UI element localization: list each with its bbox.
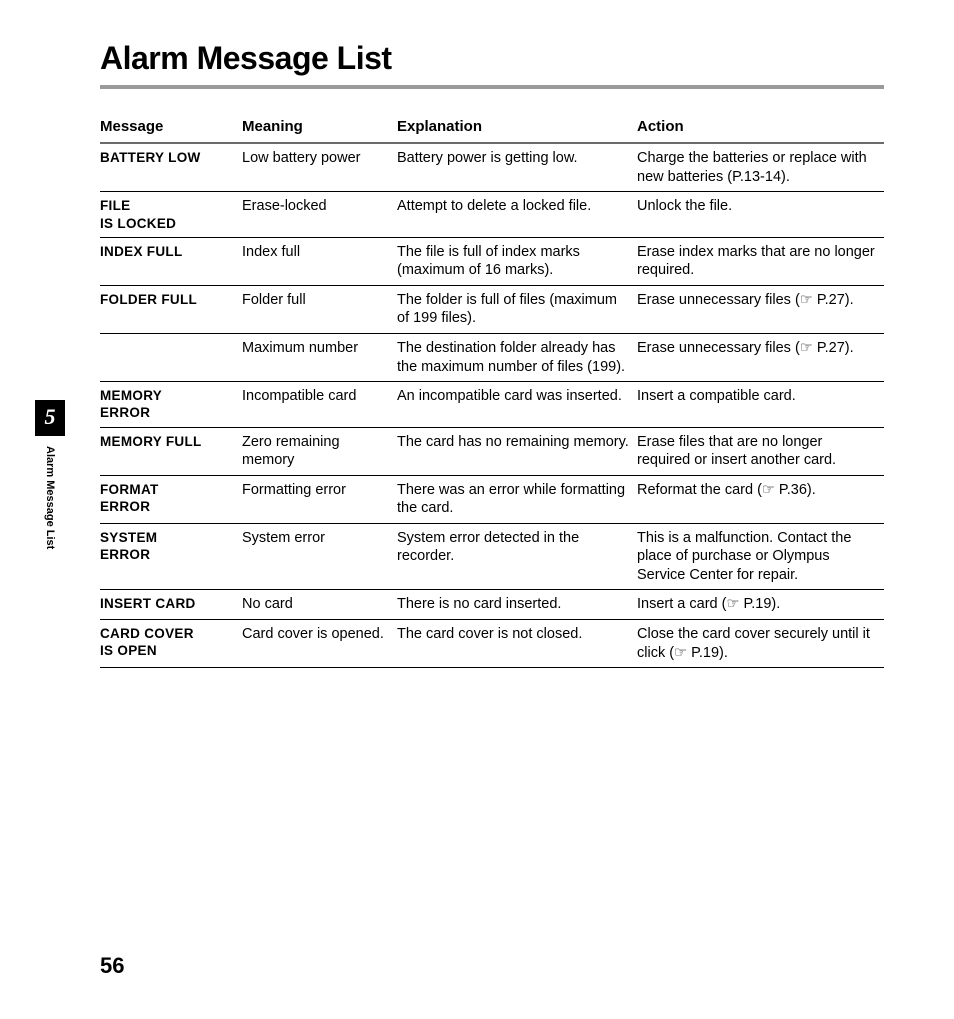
table-row: FILE IS LOCKEDErase-lockedAttempt to del… [100, 192, 884, 238]
alarm-table: Message Meaning Explanation Action BATTE… [100, 117, 884, 668]
table-row: BATTERY LOWLow battery powerBattery powe… [100, 143, 884, 192]
cell-meaning: Maximum number [242, 334, 397, 382]
cell-action: This is a malfunction. Contact the place… [637, 523, 884, 590]
table-header-row: Message Meaning Explanation Action [100, 117, 884, 143]
page-number: 56 [100, 953, 124, 979]
cell-meaning: No card [242, 590, 397, 620]
cell-explanation: The destination folder already has the m… [397, 334, 637, 382]
cell-meaning: Folder full [242, 285, 397, 333]
cell-action: Close the card cover securely until it c… [637, 620, 884, 668]
cell-action: Charge the batteries or replace with new… [637, 143, 884, 192]
col-header-action: Action [637, 117, 884, 143]
cell-action: Erase unnecessary files (☞ P.27). [637, 285, 884, 333]
cell-explanation: Battery power is getting low. [397, 143, 637, 192]
table-row: FOLDER FULLFolder fullThe folder is full… [100, 285, 884, 333]
side-tab: 5 Alarm Message List [35, 400, 65, 554]
cell-explanation: The card has no remaining memory. [397, 427, 637, 475]
cell-message: INDEX FULL [100, 237, 242, 285]
cell-message: MEMORY ERROR [100, 382, 242, 428]
cell-explanation: There is no card inserted. [397, 590, 637, 620]
cell-action: Erase files that are no longer required … [637, 427, 884, 475]
table-row: MEMORY FULLZero remaining memoryThe card… [100, 427, 884, 475]
cell-explanation: The card cover is not closed. [397, 620, 637, 668]
side-section-label: Alarm Message List [44, 446, 56, 549]
table-row: INDEX FULLIndex fullThe file is full of … [100, 237, 884, 285]
cell-message: SYSTEM ERROR [100, 523, 242, 590]
cell-message: FORMAT ERROR [100, 475, 242, 523]
cell-action: Insert a card (☞ P.19). [637, 590, 884, 620]
cell-message: BATTERY LOW [100, 143, 242, 192]
cell-meaning: Erase-locked [242, 192, 397, 238]
cell-message [100, 334, 242, 382]
cell-message: FOLDER FULL [100, 285, 242, 333]
col-header-meaning: Meaning [242, 117, 397, 143]
cell-message: CARD COVER IS OPEN [100, 620, 242, 668]
chapter-number: 5 [35, 400, 65, 436]
cell-explanation: System error detected in the recorder. [397, 523, 637, 590]
cell-message: FILE IS LOCKED [100, 192, 242, 238]
table-row: FORMAT ERRORFormatting errorThere was an… [100, 475, 884, 523]
cell-message: MEMORY FULL [100, 427, 242, 475]
cell-message: INSERT CARD [100, 590, 242, 620]
cell-explanation: Attempt to delete a locked file. [397, 192, 637, 238]
col-header-message: Message [100, 117, 242, 143]
cell-explanation: There was an error while formatting the … [397, 475, 637, 523]
col-header-explanation: Explanation [397, 117, 637, 143]
table-row: MEMORY ERRORIncompatible cardAn incompat… [100, 382, 884, 428]
cell-meaning: Index full [242, 237, 397, 285]
cell-explanation: The file is full of index marks (maximum… [397, 237, 637, 285]
table-row: CARD COVER IS OPENCard cover is opened.T… [100, 620, 884, 668]
cell-action: Reformat the card (☞ P.36). [637, 475, 884, 523]
title-rule [100, 85, 884, 89]
cell-action: Erase index marks that are no longer req… [637, 237, 884, 285]
cell-meaning: Formatting error [242, 475, 397, 523]
cell-explanation: The folder is full of files (maximum of … [397, 285, 637, 333]
page-title: Alarm Message List [100, 40, 884, 77]
cell-meaning: System error [242, 523, 397, 590]
cell-meaning: Incompatible card [242, 382, 397, 428]
cell-explanation: An incompatible card was inserted. [397, 382, 637, 428]
cell-action: Erase unnecessary files (☞ P.27). [637, 334, 884, 382]
table-row: INSERT CARDNo cardThere is no card inser… [100, 590, 884, 620]
cell-action: Unlock the file. [637, 192, 884, 238]
table-row: Maximum numberThe destination folder alr… [100, 334, 884, 382]
cell-meaning: Zero remaining memory [242, 427, 397, 475]
table-row: SYSTEM ERRORSystem errorSystem error det… [100, 523, 884, 590]
cell-meaning: Card cover is opened. [242, 620, 397, 668]
cell-action: Insert a compatible card. [637, 382, 884, 428]
cell-meaning: Low battery power [242, 143, 397, 192]
